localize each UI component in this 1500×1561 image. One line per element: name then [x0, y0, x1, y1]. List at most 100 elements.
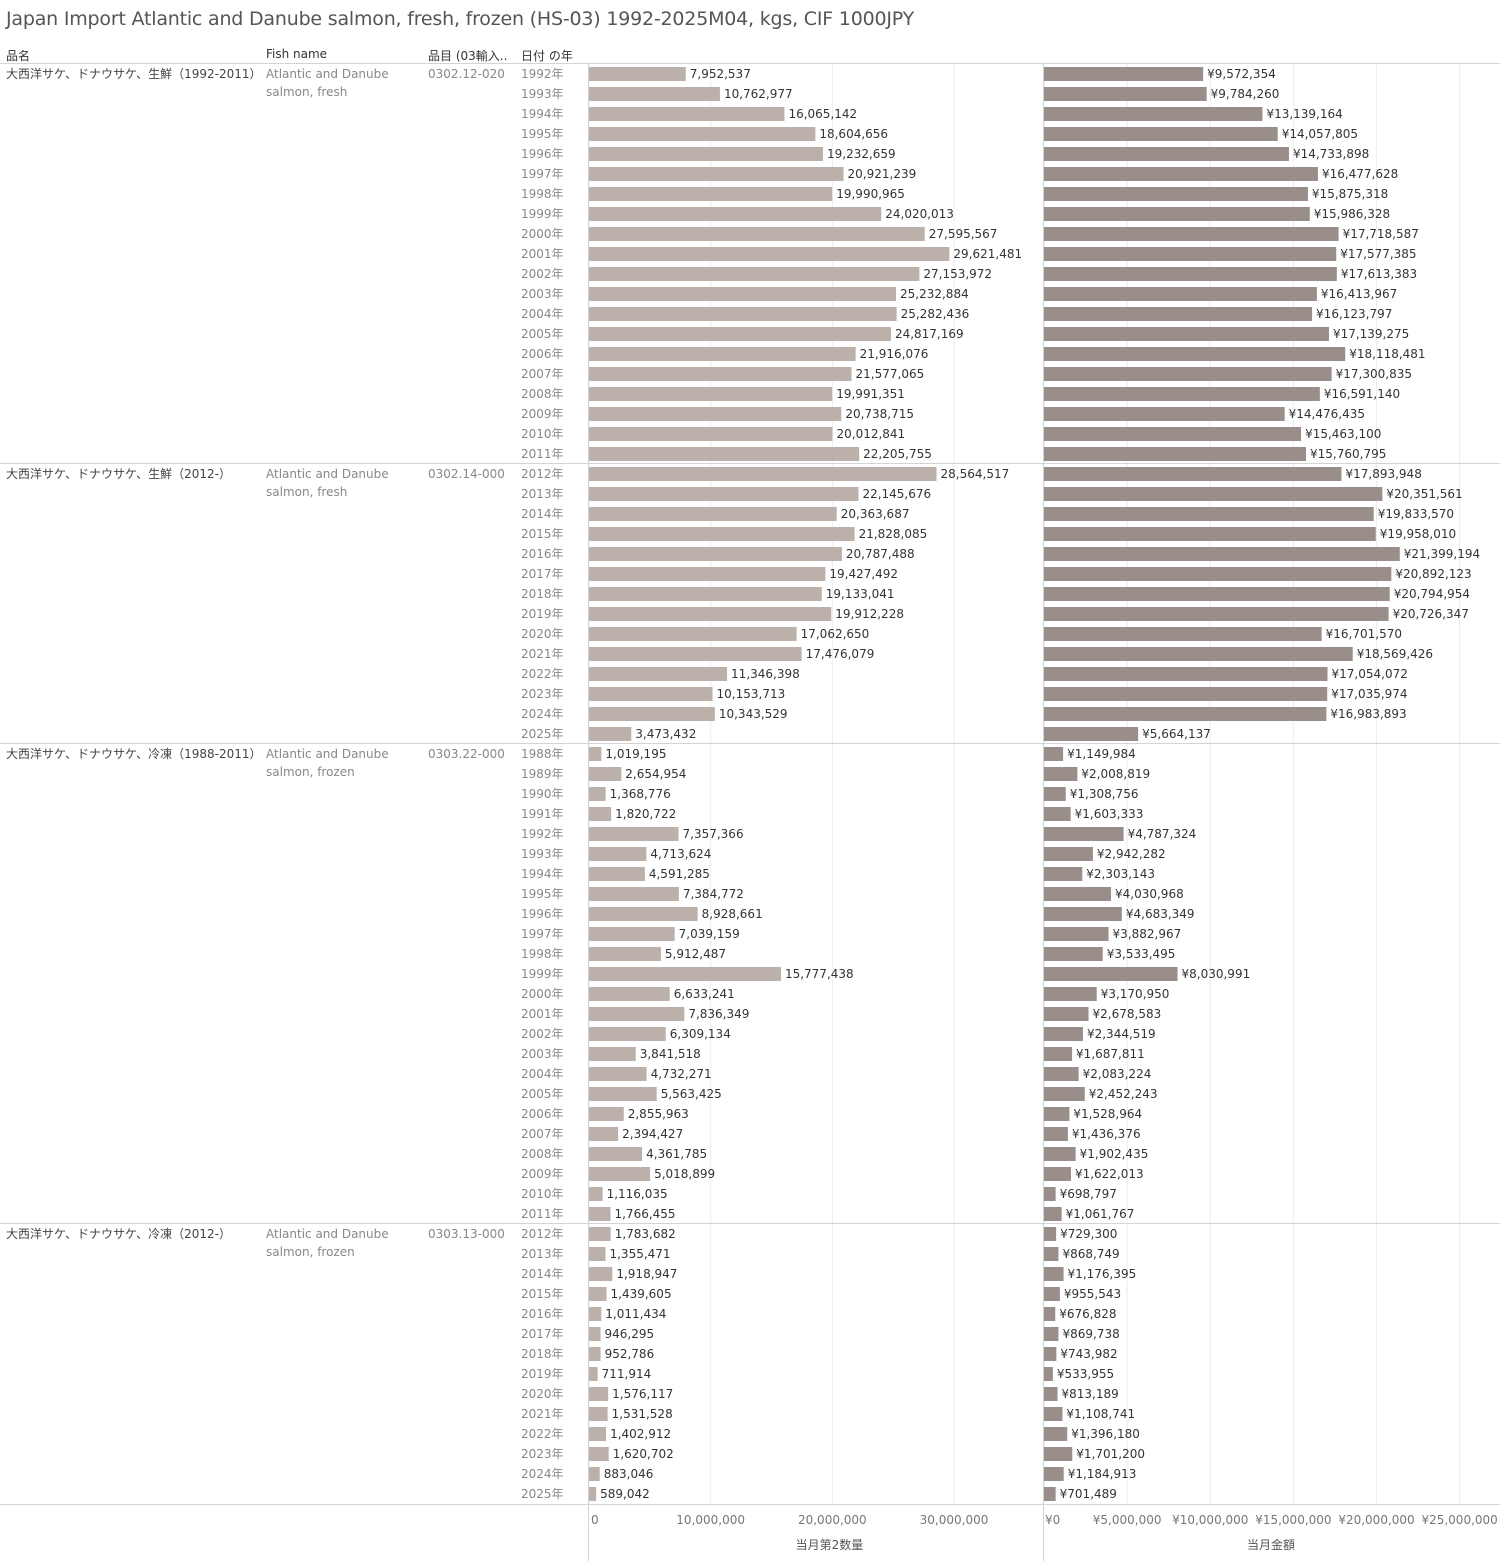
amt-bar[interactable]	[1044, 167, 1318, 181]
amt-bar[interactable]	[1044, 1347, 1057, 1361]
column-header-hs-code[interactable]: 品目 (03輸入..	[428, 49, 508, 63]
qty-bar[interactable]	[589, 347, 856, 361]
qty-bar[interactable]	[589, 807, 612, 821]
amt-bar[interactable]	[1044, 767, 1078, 781]
amt-bar[interactable]	[1044, 1467, 1064, 1481]
amt-bar[interactable]	[1044, 1067, 1079, 1081]
qty-bar[interactable]	[589, 1407, 608, 1421]
amt-bar[interactable]	[1044, 867, 1083, 881]
amt-bar[interactable]	[1044, 607, 1389, 621]
amt-bar[interactable]	[1044, 667, 1328, 681]
amt-bar[interactable]	[1044, 127, 1278, 141]
amt-bar[interactable]	[1044, 987, 1097, 1001]
qty-bar[interactable]	[589, 867, 645, 881]
qty-bar[interactable]	[589, 1447, 609, 1461]
qty-bar[interactable]	[589, 567, 826, 581]
amt-bar[interactable]	[1044, 207, 1310, 221]
amt-bar[interactable]	[1044, 727, 1139, 741]
qty-bar[interactable]	[589, 907, 698, 921]
qty-bar[interactable]	[589, 687, 713, 701]
qty-bar[interactable]	[589, 787, 606, 801]
qty-bar[interactable]	[589, 187, 833, 201]
qty-bar[interactable]	[589, 647, 802, 661]
qty-bar[interactable]	[589, 427, 833, 441]
qty-bar[interactable]	[589, 327, 891, 341]
amt-bar[interactable]	[1044, 407, 1285, 421]
amt-bar[interactable]	[1044, 1327, 1059, 1341]
amt-bar[interactable]	[1044, 507, 1374, 521]
qty-bar[interactable]	[589, 1127, 619, 1141]
qty-bar[interactable]	[589, 727, 632, 741]
amt-bar[interactable]	[1044, 107, 1263, 121]
amt-bar[interactable]	[1044, 947, 1103, 961]
amt-bar[interactable]	[1044, 327, 1329, 341]
amt-bar[interactable]	[1044, 307, 1313, 321]
qty-bar[interactable]	[589, 1187, 603, 1201]
amt-bar[interactable]	[1044, 1227, 1057, 1241]
amt-bar[interactable]	[1044, 1427, 1068, 1441]
qty-bar[interactable]	[589, 707, 715, 721]
qty-bar[interactable]	[589, 207, 882, 221]
qty-bar[interactable]	[589, 287, 897, 301]
amt-bar[interactable]	[1044, 527, 1376, 541]
qty-bar[interactable]	[589, 627, 797, 641]
amt-bar[interactable]	[1044, 1247, 1059, 1261]
amt-bar[interactable]	[1044, 707, 1327, 721]
amt-bar[interactable]	[1044, 1007, 1089, 1021]
qty-bar[interactable]	[589, 767, 622, 781]
qty-bar[interactable]	[589, 1327, 601, 1341]
qty-bar[interactable]	[589, 467, 937, 481]
qty-bar[interactable]	[589, 387, 833, 401]
qty-bar[interactable]	[589, 1107, 624, 1121]
amt-bar[interactable]	[1044, 347, 1346, 361]
qty-bar[interactable]	[589, 927, 675, 941]
amt-bar[interactable]	[1044, 687, 1328, 701]
qty-bar[interactable]	[589, 1227, 611, 1241]
amt-bar[interactable]	[1044, 247, 1337, 261]
qty-bar[interactable]	[589, 1387, 609, 1401]
amt-bar[interactable]	[1044, 587, 1390, 601]
qty-bar[interactable]	[589, 507, 837, 521]
column-header-fish-name[interactable]: Fish name	[266, 47, 328, 61]
column-header-year[interactable]: 日付 の年	[521, 49, 573, 63]
qty-bar[interactable]	[589, 587, 822, 601]
qty-bar[interactable]	[589, 67, 686, 81]
amt-bar[interactable]	[1044, 907, 1122, 921]
amt-bar[interactable]	[1044, 447, 1307, 461]
amt-bar[interactable]	[1044, 647, 1353, 661]
amt-bar[interactable]	[1044, 1147, 1076, 1161]
qty-bar[interactable]	[589, 1467, 600, 1481]
qty-bar[interactable]	[589, 847, 647, 861]
amt-bar[interactable]	[1044, 547, 1400, 561]
amt-bar[interactable]	[1044, 1087, 1085, 1101]
qty-bar[interactable]	[589, 307, 897, 321]
qty-bar[interactable]	[589, 527, 855, 541]
qty-bar[interactable]	[589, 247, 950, 261]
qty-bar[interactable]	[589, 887, 679, 901]
qty-bar[interactable]	[589, 227, 925, 241]
qty-bar[interactable]	[589, 1067, 647, 1081]
qty-bar[interactable]	[589, 1047, 636, 1061]
amt-bar[interactable]	[1044, 1487, 1056, 1501]
qty-bar[interactable]	[589, 1347, 601, 1361]
amt-bar[interactable]	[1044, 1447, 1073, 1461]
amt-bar[interactable]	[1044, 1027, 1083, 1041]
amt-bar[interactable]	[1044, 847, 1093, 861]
amt-bar[interactable]	[1044, 187, 1308, 201]
amt-bar[interactable]	[1044, 1287, 1060, 1301]
qty-bar[interactable]	[589, 1007, 685, 1021]
amt-bar[interactable]	[1044, 427, 1302, 441]
amt-bar[interactable]	[1044, 1107, 1070, 1121]
qty-bar[interactable]	[589, 1207, 611, 1221]
amt-bar[interactable]	[1044, 267, 1337, 281]
qty-bar[interactable]	[589, 1087, 657, 1101]
amt-bar[interactable]	[1044, 807, 1071, 821]
qty-bar[interactable]	[589, 107, 785, 121]
qty-bar[interactable]	[589, 1367, 598, 1381]
qty-bar[interactable]	[589, 1487, 597, 1501]
amt-bar[interactable]	[1044, 1187, 1056, 1201]
qty-bar[interactable]	[589, 1247, 606, 1261]
qty-bar[interactable]	[589, 987, 670, 1001]
column-header-name-jp[interactable]: 品名	[6, 49, 31, 63]
amt-bar[interactable]	[1044, 887, 1112, 901]
